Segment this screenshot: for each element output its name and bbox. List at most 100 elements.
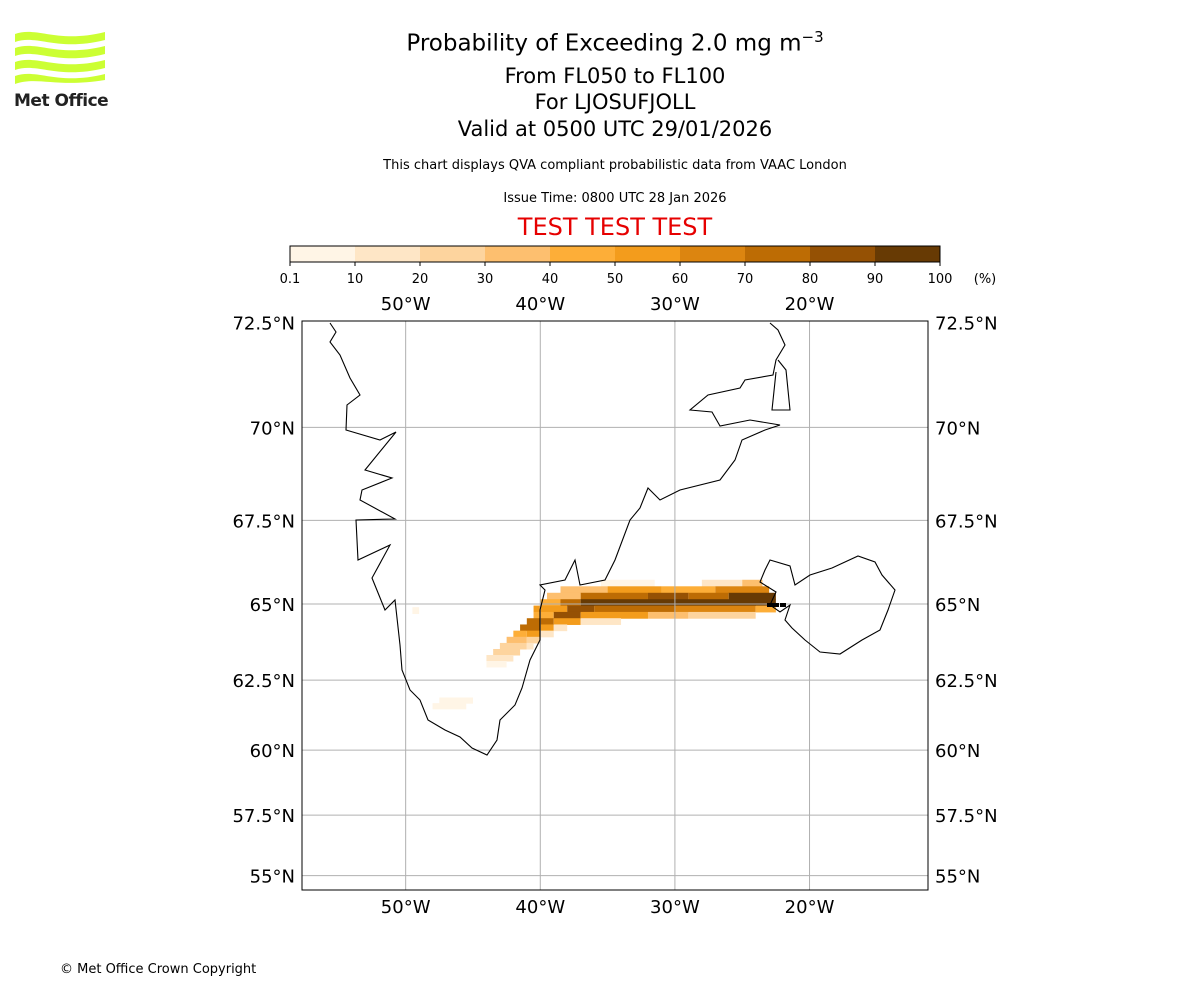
colorbar-tick-label: 60 <box>672 272 689 287</box>
colorbar-tick-label: 10 <box>347 272 364 287</box>
probability-cell <box>701 579 743 587</box>
probability-cell <box>526 630 541 638</box>
latitude-label-right: 62.5°N <box>935 671 998 692</box>
colorbar-swatch <box>875 246 941 262</box>
probability-cell <box>688 592 729 600</box>
colorbar-unit: (%) <box>974 272 997 287</box>
colorbar: 0.1 10 20 30 40 50 60 70 80 90 100 (%) <box>280 245 997 287</box>
title-text: Probability of Exceeding 2.0 mg m <box>406 30 802 57</box>
test-banner: TEST TEST TEST <box>517 213 713 241</box>
probability-cell <box>547 592 581 600</box>
latitude-label-right: 55°N <box>935 867 980 888</box>
probability-cell <box>688 611 756 619</box>
probability-cell <box>432 703 467 710</box>
probability-field <box>412 579 776 710</box>
latitude-label-left: 60°N <box>250 741 295 762</box>
probability-cell <box>580 611 648 619</box>
probability-cell <box>661 586 716 594</box>
colorbar-tick-label: 80 <box>802 272 819 287</box>
probability-cell <box>647 611 689 619</box>
probability-cell <box>553 624 568 632</box>
latitude-label-right: 57.5°N <box>935 806 998 827</box>
valid-time: Valid at 0500 UTC 29/01/2026 <box>457 117 773 141</box>
colorbar-swatch <box>485 246 551 262</box>
latitude-label-right: 65°N <box>935 595 980 616</box>
longitude-label-top: 20°W <box>785 294 835 315</box>
colorbar-tick-label: 40 <box>542 272 559 287</box>
probability-cell <box>520 624 541 632</box>
colorbar-swatch <box>810 246 876 262</box>
latitude-label-left: 67.5°N <box>232 511 295 532</box>
probability-cell <box>607 586 662 594</box>
probability-cell <box>580 599 776 607</box>
probability-cell <box>560 599 581 607</box>
colorbar-swatch <box>680 246 746 262</box>
issue-time: Issue Time: 0800 UTC 28 Jan 2026 <box>503 191 727 206</box>
colorbar-swatch <box>615 246 681 262</box>
colorbar-tick-label: 30 <box>477 272 494 287</box>
latitude-label-left: 72.5°N <box>232 314 295 335</box>
longitude-label-top: 30°W <box>650 294 700 315</box>
chart-title: Probability of Exceeding 2.0 mg m−3 <box>0 28 1200 57</box>
met-office-wave-icon <box>15 31 105 84</box>
probability-cell <box>742 579 763 587</box>
latitude-label-left: 55°N <box>250 867 295 888</box>
probability-cell <box>499 642 527 650</box>
longitude-label-top: 40°W <box>515 294 565 315</box>
met-office-logo <box>12 30 108 92</box>
probability-cell <box>580 618 622 625</box>
coastlines <box>329 322 896 756</box>
colorbar-swatch <box>550 246 616 262</box>
copyright-notice: © Met Office Crown Copyright <box>60 962 257 977</box>
probability-cell <box>540 630 554 638</box>
latitude-label-left: 57.5°N <box>232 806 295 827</box>
probability-cell <box>755 605 776 613</box>
longitude-label-bottom: 30°W <box>650 897 700 918</box>
probability-cell <box>486 655 514 662</box>
colorbar-tick-label: 50 <box>607 272 624 287</box>
volcano-marker <box>767 603 786 607</box>
latitude-label-right: 70°N <box>935 418 980 439</box>
probability-cell <box>580 592 648 600</box>
latitude-label-left: 70°N <box>250 418 295 439</box>
gridlines <box>302 321 928 890</box>
probability-cell <box>728 592 776 600</box>
probability-cell <box>567 605 595 613</box>
probability-cell <box>560 586 608 594</box>
probability-cell <box>493 648 521 656</box>
greenland-ne-coast <box>771 359 791 411</box>
probability-cell <box>513 630 527 638</box>
vent-marker <box>767 603 779 607</box>
colorbar-swatch <box>745 246 811 262</box>
logo-text: Met Office <box>14 91 109 111</box>
longitude-label-bottom: 50°W <box>381 897 431 918</box>
probability-cell <box>533 605 568 613</box>
map-frame <box>301 320 929 891</box>
probability-cell <box>540 599 561 607</box>
colorbar-tick-label: 90 <box>867 272 884 287</box>
colorbar-tick-label: 70 <box>737 272 754 287</box>
colorbar-swatch <box>290 246 356 262</box>
probability-cell <box>412 607 420 615</box>
probability-cell <box>553 611 581 619</box>
probability-cell <box>533 611 554 619</box>
probability-cell <box>600 579 655 587</box>
chart-description: This chart displays QVA compliant probab… <box>383 158 847 173</box>
latitude-label-left: 62.5°N <box>232 671 295 692</box>
axes-labels: 50°W 50°W 40°W 40°W 30°W 30°W 20°W 20°W 72.5°N 72… <box>232 294 997 918</box>
probability-cell <box>439 697 473 704</box>
volcano-name: For LJOSUFJOLL <box>534 90 696 114</box>
latitude-label-right: 72.5°N <box>935 314 998 335</box>
colorbar-tick-label: 0.1 <box>280 272 301 287</box>
iceland-coastline <box>759 555 896 655</box>
probability-cell <box>526 636 541 644</box>
colorbar-swatch <box>355 246 421 262</box>
vent-marker <box>780 603 786 607</box>
latitude-label-right: 67.5°N <box>935 511 998 532</box>
title-superscript: −3 <box>801 28 824 46</box>
colorbar-tick-label: 20 <box>412 272 429 287</box>
flight-levels: From FL050 to FL100 <box>504 64 726 88</box>
probability-cell <box>486 660 507 668</box>
longitude-label-bottom: 20°W <box>785 897 835 918</box>
